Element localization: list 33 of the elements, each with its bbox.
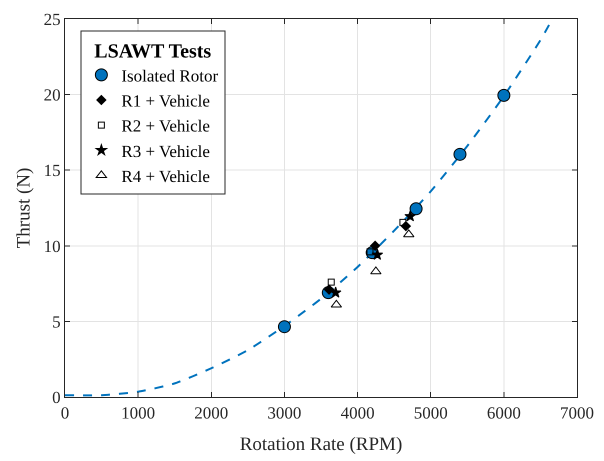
legend-label: R3 + Vehicle (121, 142, 210, 161)
x-tick-label: 3000 (267, 403, 302, 422)
point (399, 218, 406, 226)
y-tick-label: 15 (44, 161, 61, 180)
x-tick-label: 5000 (414, 403, 448, 422)
point (370, 240, 380, 251)
legend-title: LSAWT Tests (94, 40, 212, 62)
point (324, 284, 334, 295)
x-tick-label: 7000 (560, 403, 594, 422)
point (403, 229, 414, 238)
point (404, 210, 416, 222)
point (278, 320, 291, 334)
point (497, 88, 510, 102)
legend-label: R2 + Vehicle (121, 116, 210, 136)
y-axis-title: Thrust (N) (13, 168, 34, 248)
point (330, 300, 342, 308)
y-tick-label: 10 (44, 236, 61, 256)
y-tick-label: 25 (44, 10, 61, 29)
y-tick-label: 5 (52, 312, 61, 332)
point (328, 278, 335, 286)
legend-label: R4 + Vehicle (121, 166, 210, 186)
y-tick-label: 20 (44, 86, 61, 105)
x-tick-label: 1000 (121, 403, 156, 422)
x-tick-label: 6000 (486, 403, 521, 422)
point (410, 202, 423, 216)
legend-label: Isolated Rotor (121, 66, 218, 86)
point (371, 248, 384, 260)
point (453, 148, 466, 161)
x-tick-label: 4000 (340, 403, 375, 422)
legend-label: R1 + Vehicle (121, 92, 210, 111)
x-axis-title: Rotation Rate (RPM) (240, 434, 402, 456)
x-tick-label: 2000 (194, 403, 228, 422)
y-tick-label: 0 (52, 388, 61, 407)
